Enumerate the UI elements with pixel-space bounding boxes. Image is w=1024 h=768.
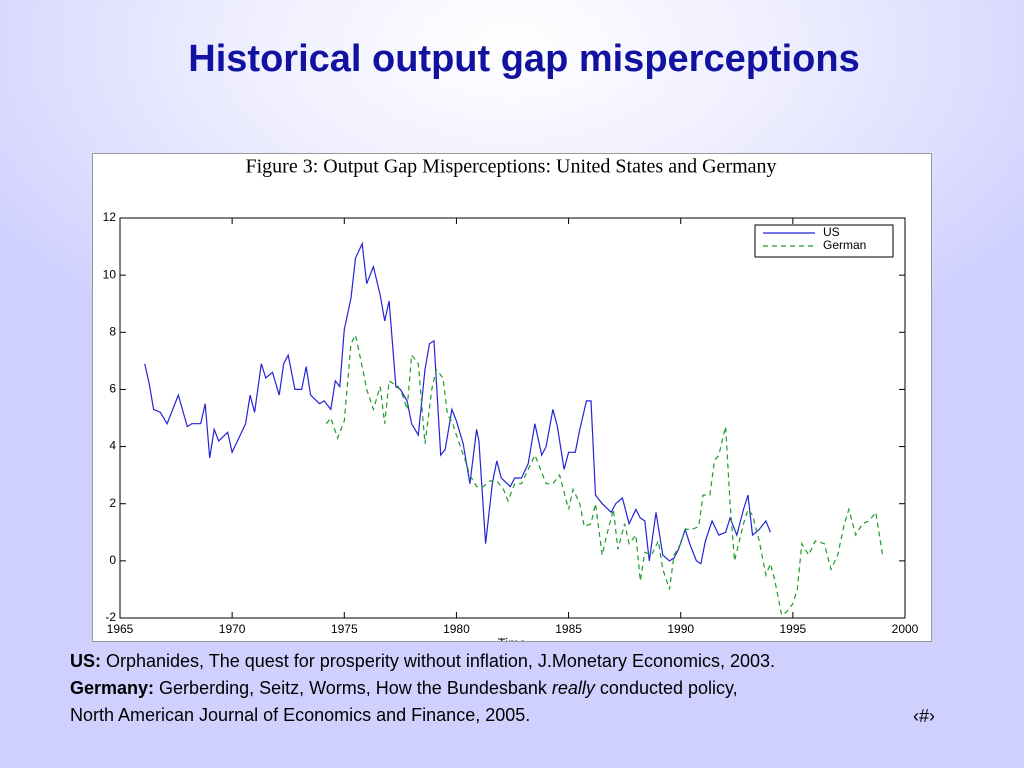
x-tick-label: 1980 (443, 622, 470, 636)
note-label: Germany: (70, 678, 155, 698)
germany-citation: Germany: Gerberding, Seitz, Worms, How t… (70, 678, 738, 699)
x-tick-label: 1965 (107, 622, 134, 636)
x-tick-label: 1995 (780, 622, 807, 636)
page-number: ‹#› (913, 706, 935, 726)
axes-frame (119, 217, 906, 619)
note-emphasis: really (551, 678, 595, 698)
figure: Figure 3: Output Gap Misperceptions: Uni… (103, 156, 919, 650)
x-tick-label: 1985 (555, 622, 582, 636)
y-tick-label: 10 (103, 267, 117, 281)
note-text: conducted policy, (594, 678, 738, 698)
legend-label: US (823, 225, 840, 239)
note-label: US: (70, 651, 101, 671)
y-tick-label: -2 (105, 610, 116, 624)
note-text: Gerberding, Seitz, Worms, How the Bundes… (154, 678, 552, 698)
x-tick-label: 1970 (219, 622, 246, 636)
y-tick-label: 6 (109, 382, 116, 396)
x-tick-label: 2000 (892, 622, 919, 636)
series-line (144, 241, 771, 565)
legend-box (754, 224, 894, 258)
legend-label: German (823, 238, 866, 252)
y-tick-label: 12 (103, 210, 117, 224)
slide-title: Historical output gap misperceptions (188, 38, 860, 80)
x-tick-label: 1990 (667, 622, 694, 636)
y-tick-label: 2 (109, 496, 116, 510)
chart-title: Figure 3: Output Gap Misperceptions: Uni… (245, 156, 776, 178)
x-axis-label: Time (498, 635, 526, 650)
us-citation: US: Orphanides, The quest for prosperity… (70, 651, 775, 672)
y-tick-label: 4 (109, 439, 116, 453)
x-tick-label: 1975 (331, 622, 358, 636)
y-tick-label: 8 (109, 324, 116, 338)
y-tick-label: 0 (109, 553, 116, 567)
germany-journal: North American Journal of Economics and … (70, 705, 531, 725)
note-text: Orphanides, The quest for prosperity wit… (101, 651, 776, 671)
chart: Figure 3: Output Gap Misperceptions: Uni… (92, 153, 932, 650)
